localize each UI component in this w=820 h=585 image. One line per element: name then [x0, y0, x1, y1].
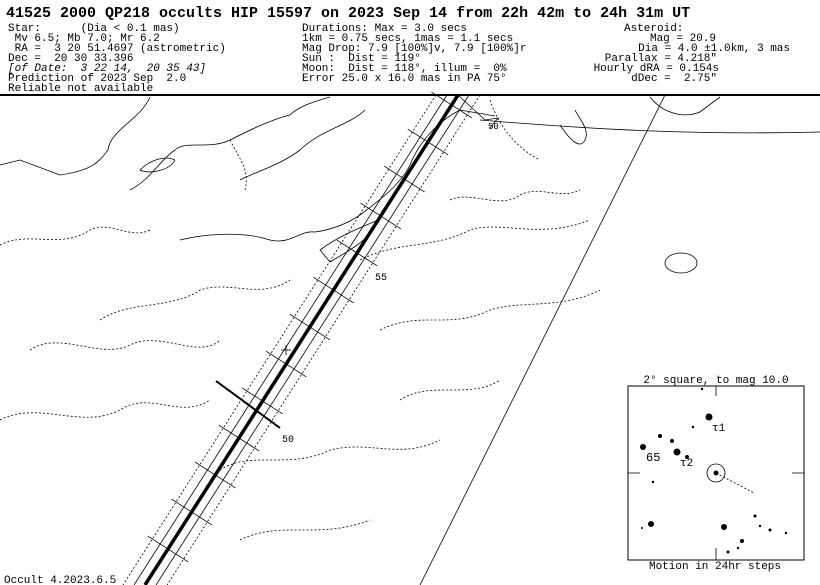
star-line: [of Date: 3 22 14, 20 35 43] [8, 63, 206, 75]
time-label: 50 [488, 122, 499, 132]
path-tick [289, 313, 331, 341]
star-line: Mv 6.5; Mb 7.0; Mr 6.2 [8, 33, 160, 45]
star-line: Dec = 20 30 33.396 [8, 53, 133, 65]
path-tick [312, 276, 354, 304]
star-label: τ1 [712, 423, 726, 435]
footer: Occult 4.2023.6.5 [4, 575, 116, 585]
event-line: Error 25.0 x 16.0 mas in PA 75° [302, 73, 507, 85]
time-label: 55 [375, 273, 387, 284]
path-tick [242, 387, 283, 415]
star-inset: 2° square, to mag 10.0 Motion in 24hr st… [627, 375, 805, 573]
asteroid-line: Mag = 20.9 [650, 33, 716, 45]
asteroid-line: Asteroid: [624, 23, 683, 35]
coastlines [0, 94, 820, 585]
event-line: Sun : Dist = 119° [302, 53, 421, 65]
path-tick [336, 239, 378, 267]
path-tick [431, 91, 473, 119]
path-tick [360, 202, 402, 230]
star-label: 65 [646, 451, 660, 465]
time-label: 50 [282, 435, 294, 446]
star-label: τ2 [680, 458, 693, 470]
event-line: Mag Drop: 7.9 [100%]v, 7.9 [100%]r [302, 43, 526, 55]
path-tick [265, 350, 307, 378]
inset-title: 2° square, to mag 10.0 [643, 375, 788, 387]
asteroid-line: Parallax = 4.218" [605, 53, 717, 65]
star-line: Prediction of 2023 Sep 2.0 [8, 73, 186, 85]
star-line: Star: (Dia < 0.1 mas) [8, 23, 180, 35]
star-line: Reliable not available [8, 83, 153, 95]
path-tick [407, 128, 449, 156]
inset-caption: Motion in 24hr steps [649, 561, 781, 573]
asteroid-line: Dia = 4.0 ±1.0km, 3 mas [638, 43, 790, 55]
header: 41525 2000 QP218 occults HIP 15597 on 20… [0, 5, 820, 96]
path-tick [383, 165, 425, 193]
path-tick [194, 461, 236, 489]
path-tick [147, 535, 189, 563]
event-line: Moon: Dist = 118°, illum = 0% [302, 63, 507, 75]
asteroid-line: Hourly dRA = 0.154s [594, 63, 719, 75]
title: 41525 2000 QP218 occults HIP 15597 on 20… [6, 5, 690, 22]
event-line: Durations: Max = 3.0 secs [302, 23, 467, 35]
path-tick [218, 424, 260, 452]
asteroid-line: dDec = 2.75" [631, 73, 717, 85]
path-lines: 50 55 50 [122, 91, 499, 585]
star-line: RA = 3 20 51.4697 (astrometric) [8, 43, 226, 55]
path-tick [171, 498, 213, 526]
event-line: 1km = 0.75 secs, 1mas = 1.1 secs [302, 33, 513, 45]
